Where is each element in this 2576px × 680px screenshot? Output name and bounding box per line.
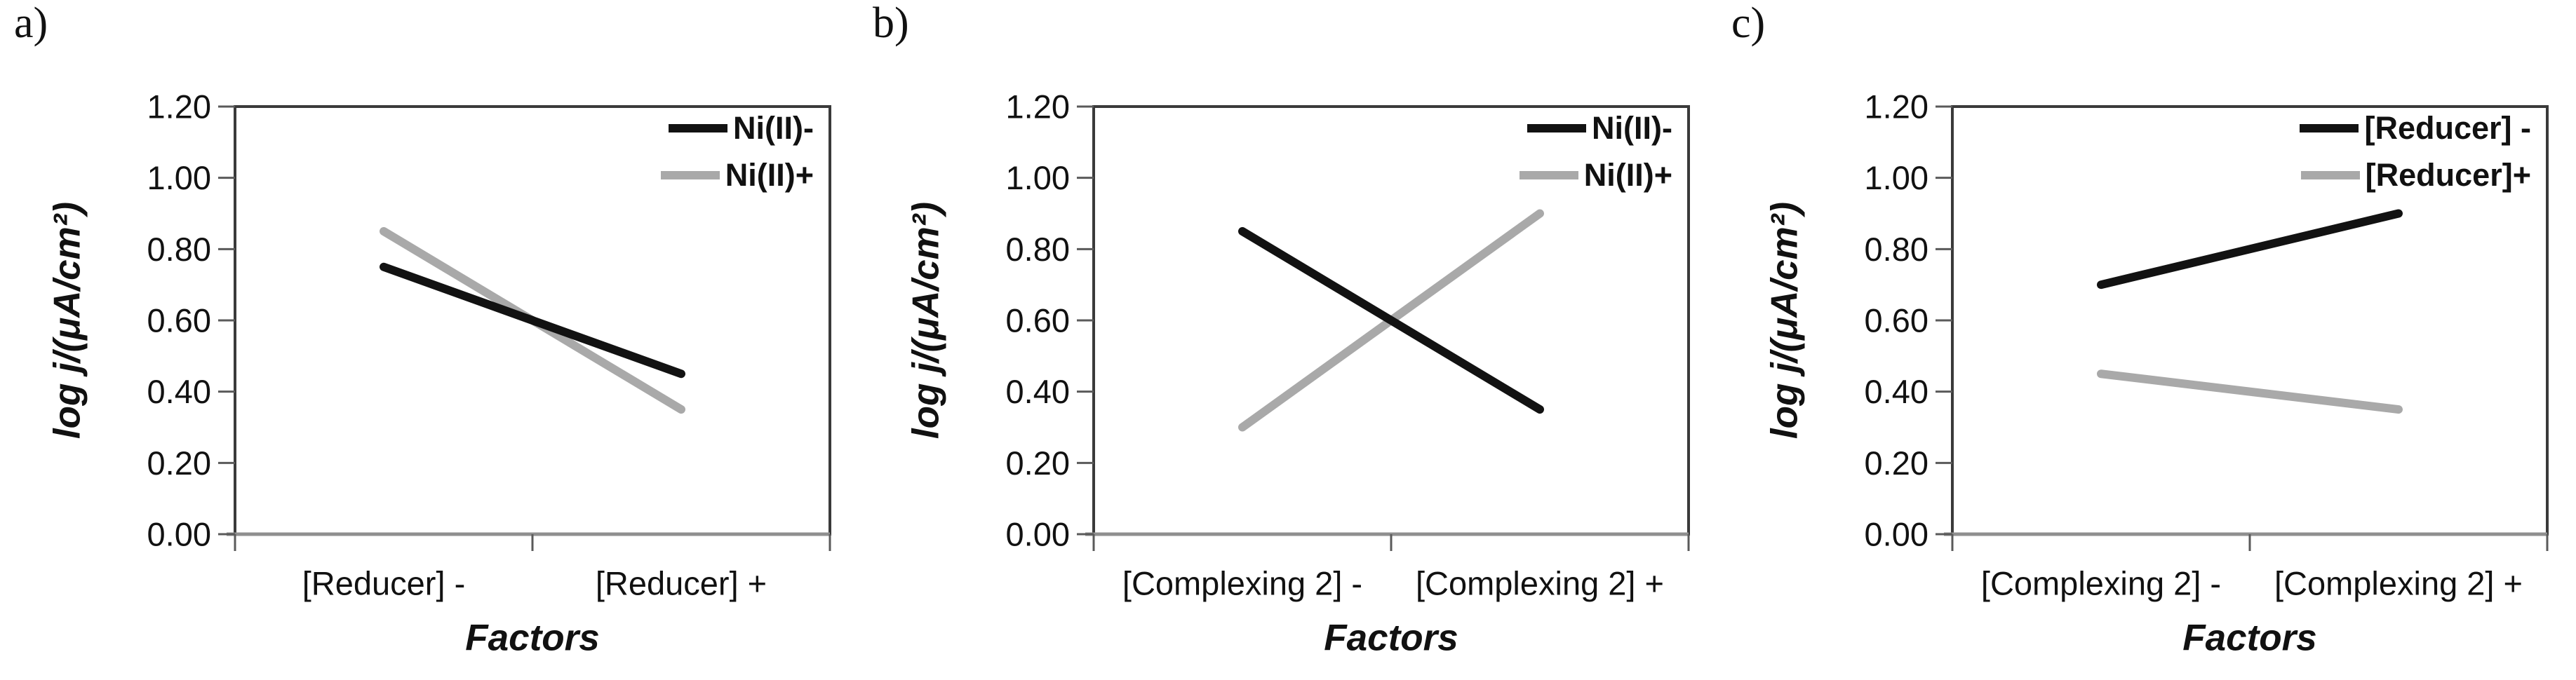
legend-label: Ni(II)- xyxy=(733,110,814,146)
y-tick-label: 1.00 xyxy=(147,159,211,196)
legend-line-swatch xyxy=(1519,170,1578,179)
y-axis-title: log j/(μA/cm²) xyxy=(1764,202,1806,439)
y-tick-label: 1.20 xyxy=(147,88,211,125)
y-tick-label: 0.00 xyxy=(147,515,211,552)
y-axis-title: log j/(μA/cm²) xyxy=(906,202,947,439)
y-tick-label: 0.40 xyxy=(1865,373,1928,410)
y-tick-label: 1.20 xyxy=(1865,88,1928,125)
x-axis-title: Factors xyxy=(1324,618,1458,659)
legend-label: Ni(II)- xyxy=(1592,110,1672,146)
y-tick-label: 0.20 xyxy=(147,444,211,482)
y-tick-label: 0.60 xyxy=(147,301,211,339)
legend-label: [Reducer] - xyxy=(2364,110,2531,146)
panel-label: a) xyxy=(14,0,48,47)
legend-label: [Reducer]+ xyxy=(2365,157,2531,193)
legend-line-swatch xyxy=(660,170,720,179)
legend-line-swatch xyxy=(1527,123,1587,132)
y-tick-label: 1.00 xyxy=(1006,159,1070,196)
y-tick-label: 0.80 xyxy=(1865,231,1928,268)
y-tick-label: 0.20 xyxy=(1006,444,1070,482)
y-tick-label: 0.60 xyxy=(1865,301,1928,339)
y-tick-label: 1.00 xyxy=(1865,159,1928,196)
y-tick-label: 1.20 xyxy=(1006,88,1070,125)
data-line-0 xyxy=(1238,226,1544,414)
x-axis-title: Factors xyxy=(2182,618,2316,659)
y-axis-title: log j/(μA/cm²) xyxy=(47,202,88,439)
legend-label: Ni(II)+ xyxy=(725,157,814,193)
x-tick-label: [Reducer] + xyxy=(596,564,767,601)
legend-entry: [Reducer] - xyxy=(2300,112,2531,144)
chart-panel-b: b) 0.00 0.20 0.40 0.60 0.80 1.00 1.20 [Complexin… xyxy=(859,0,1717,680)
y-tick-label: 0.40 xyxy=(1006,373,1070,410)
legend: Ni(II)- Ni(II)+ xyxy=(660,112,814,193)
chart-panel-a: a) 0.00 0.20 0.40 0.60 0.80 1.00 1.20 [Reducer] … xyxy=(0,0,859,680)
panel-label: c) xyxy=(1731,0,1766,47)
legend-entry: Ni(II)- xyxy=(669,112,814,144)
panel-label: b) xyxy=(873,0,909,47)
data-line-1 xyxy=(2097,369,2403,414)
x-tick-label: [Complexing 2] - xyxy=(1122,564,1362,601)
legend-label: Ni(II)+ xyxy=(1583,157,1672,193)
x-axis-title: Factors xyxy=(465,618,599,659)
plot-svg: 0.00 0.20 0.40 0.60 0.80 1.00 1.20 [Complexing … xyxy=(1764,88,2549,659)
data-line-0 xyxy=(380,262,685,379)
data-line-0 xyxy=(2097,209,2403,290)
legend-line-swatch xyxy=(669,123,728,132)
plot-svg: 0.00 0.20 0.40 0.60 0.80 1.00 1.20 [Complexing … xyxy=(906,88,1690,659)
legend-entry: Ni(II)+ xyxy=(660,157,814,193)
y-tick-label: 0.00 xyxy=(1865,515,1928,552)
x-tick-label: [Complexing 2] + xyxy=(1416,564,1664,601)
legend: [Reducer] - [Reducer]+ xyxy=(2300,112,2531,191)
chart-panel-c: c) 0.00 0.20 0.40 0.60 0.80 1.00 1.20 [Complexin… xyxy=(1717,0,2576,680)
y-tick-label: 0.80 xyxy=(147,231,211,268)
legend-line-swatch xyxy=(2300,123,2359,132)
x-tick-label: [Reducer] - xyxy=(302,564,465,601)
y-tick-label: 0.40 xyxy=(147,373,211,410)
legend: Ni(II)- Ni(II)+ xyxy=(1519,112,1672,193)
legend-entry: [Reducer]+ xyxy=(2300,157,2531,193)
y-tick-label: 0.60 xyxy=(1006,301,1070,339)
legend-line-swatch xyxy=(2300,170,2360,179)
plot-svg: 0.00 0.20 0.40 0.60 0.80 1.00 1.20 [Reducer] - [… xyxy=(47,88,831,659)
y-tick-label: 0.20 xyxy=(1865,444,1928,482)
x-tick-label: [Complexing 2] - xyxy=(1981,564,2221,601)
y-tick-label: 0.00 xyxy=(1006,515,1070,552)
x-tick-label: [Complexing 2] + xyxy=(2274,564,2523,601)
y-tick-label: 0.80 xyxy=(1006,231,1070,268)
legend-entry: Ni(II)- xyxy=(1527,112,1672,144)
legend-entry: Ni(II)+ xyxy=(1519,157,1672,193)
